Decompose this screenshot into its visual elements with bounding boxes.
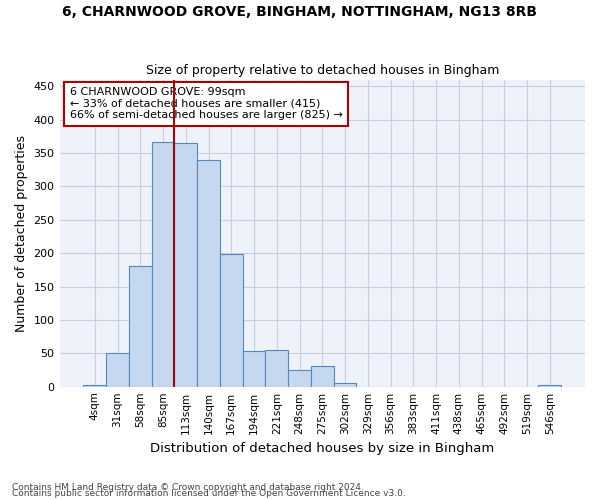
Text: Contains public sector information licensed under the Open Government Licence v3: Contains public sector information licen…	[12, 489, 406, 498]
Text: 6 CHARNWOOD GROVE: 99sqm
← 33% of detached houses are smaller (415)
66% of semi-: 6 CHARNWOOD GROVE: 99sqm ← 33% of detach…	[70, 87, 343, 120]
Bar	[197, 160, 220, 386]
Text: 6, CHARNWOOD GROVE, BINGHAM, NOTTINGHAM, NG13 8RB: 6, CHARNWOOD GROVE, BINGHAM, NOTTINGHAM,…	[62, 5, 538, 19]
Bar	[129, 266, 152, 386]
Bar	[152, 142, 175, 386]
Bar	[106, 354, 129, 386]
Bar	[175, 143, 197, 386]
X-axis label: Distribution of detached houses by size in Bingham: Distribution of detached houses by size …	[150, 442, 494, 455]
Title: Size of property relative to detached houses in Bingham: Size of property relative to detached ho…	[146, 64, 499, 77]
Text: Contains HM Land Registry data © Crown copyright and database right 2024.: Contains HM Land Registry data © Crown c…	[12, 483, 364, 492]
Bar	[220, 254, 242, 386]
Bar	[311, 366, 334, 386]
Bar	[265, 350, 288, 387]
Bar	[334, 382, 356, 386]
Bar	[83, 384, 106, 386]
Y-axis label: Number of detached properties: Number of detached properties	[15, 134, 28, 332]
Bar	[538, 384, 561, 386]
Bar	[288, 370, 311, 386]
Bar	[242, 350, 265, 386]
